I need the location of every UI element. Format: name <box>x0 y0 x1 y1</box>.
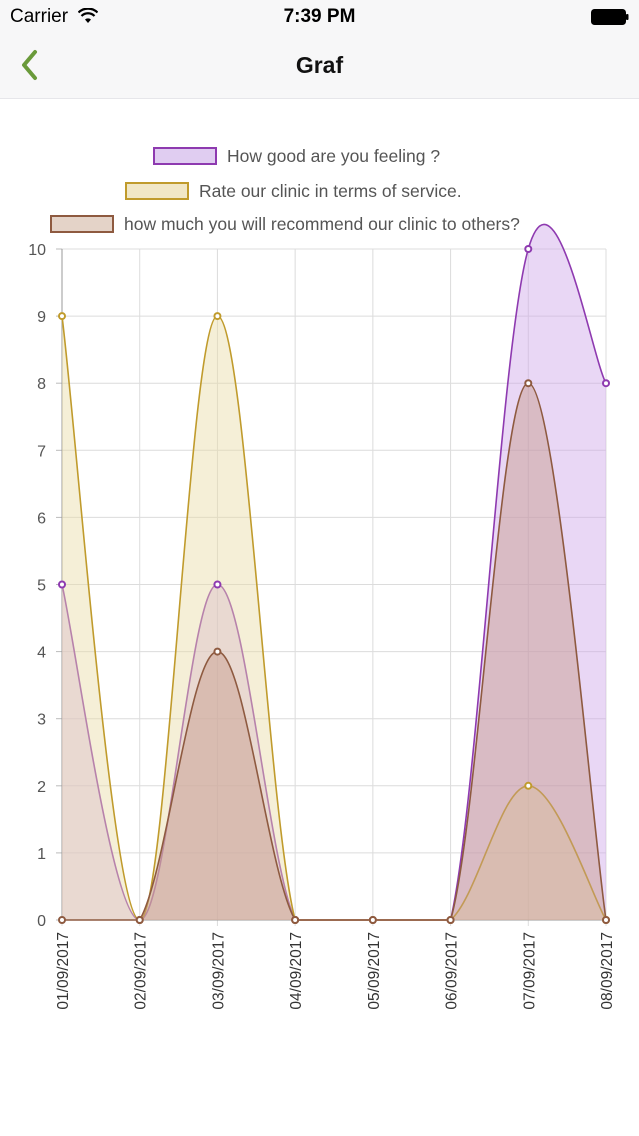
x-tick-label: 04/09/2017 <box>288 932 305 1010</box>
y-tick-label: 0 <box>37 913 46 930</box>
point-service <box>58 312 66 321</box>
legend-swatch-feeling <box>153 147 217 165</box>
chart-area: How good are you feeling ? Rate our clin… <box>0 99 639 1136</box>
x-tick-label: 05/09/2017 <box>366 932 383 1010</box>
y-tick-label: 7 <box>37 443 46 460</box>
point-service <box>524 781 533 790</box>
x-tick-label: 01/09/2017 <box>55 932 72 1010</box>
legend-item-recommend[interactable]: how much you will recommend our clinic t… <box>50 213 520 235</box>
series-area-feeling <box>62 224 606 921</box>
y-tick-label: 3 <box>37 712 46 729</box>
point-recommend <box>58 916 66 924</box>
back-chevron-icon[interactable] <box>18 48 42 82</box>
point-feeling <box>58 580 66 589</box>
y-tick-label: 2 <box>37 779 46 796</box>
legend-label-service: Rate our clinic in terms of service. <box>199 180 462 201</box>
legend-label-feeling: How good are you feeling ? <box>227 145 441 166</box>
navigation-bar: Graf <box>0 36 639 99</box>
legend-label-recommend: how much you will recommend our clinic t… <box>124 213 520 234</box>
y-tick-label: 10 <box>28 242 46 259</box>
legend-swatch-service <box>125 182 189 200</box>
clock: 7:39 PM <box>283 6 356 27</box>
legend-item-service[interactable]: Rate our clinic in terms of service. <box>125 180 462 202</box>
series-area-recommend <box>62 383 606 920</box>
point-recommend <box>524 379 533 388</box>
page-title: Graf <box>295 52 344 78</box>
y-tick-label: 1 <box>37 846 46 863</box>
point-feeling <box>213 580 222 589</box>
y-tick-label: 5 <box>37 578 46 595</box>
x-tick-label: 06/09/2017 <box>444 932 461 1010</box>
legend-item-feeling[interactable]: How good are you feeling ? <box>153 145 440 167</box>
point-recommend <box>213 647 222 656</box>
y-tick-label: 9 <box>37 309 46 326</box>
carrier-label: Carrier <box>10 6 69 27</box>
y-tick-label: 8 <box>37 376 46 393</box>
series-line-service <box>61 315 607 921</box>
y-tick-label: 4 <box>37 645 46 662</box>
y-tick-label: 6 <box>37 510 46 527</box>
point-recommend <box>446 916 455 924</box>
x-tick-label: 08/09/2017 <box>599 932 616 1010</box>
series-area-service <box>62 316 606 921</box>
x-tick-label: 02/09/2017 <box>133 932 150 1010</box>
point-recommend <box>368 916 377 924</box>
x-tick-label: 07/09/2017 <box>521 932 538 1010</box>
point-service <box>213 312 222 321</box>
point-feeling <box>524 245 533 253</box>
area-chart: 0 1 2 3 4 5 6 7 8 9 10 01/09/2017 02/09/2017 03/09/20… <box>28 224 616 1010</box>
status-bar: Carrier 7:39 PM <box>0 0 639 36</box>
point-recommend <box>602 916 610 924</box>
point-recommend <box>291 916 300 924</box>
point-feeling <box>602 379 610 388</box>
point-recommend <box>135 916 144 924</box>
legend-swatch-recommend <box>50 215 114 233</box>
x-tick-label: 03/09/2017 <box>210 932 227 1010</box>
wifi-icon <box>78 8 98 23</box>
battery-icon <box>591 9 629 25</box>
